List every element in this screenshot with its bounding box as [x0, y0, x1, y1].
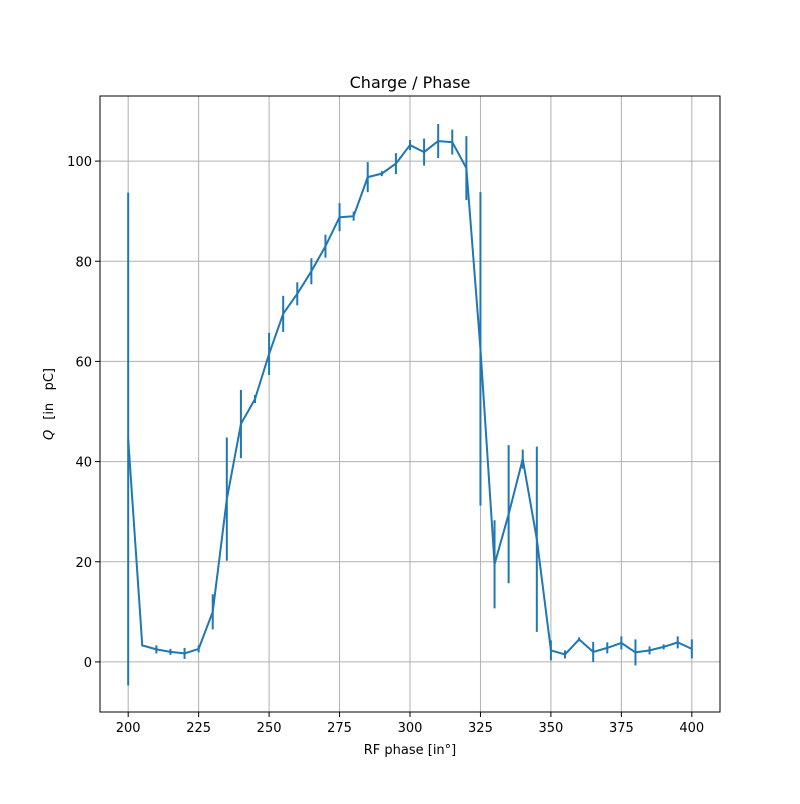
y-axis-symbol: Q — [42, 430, 57, 440]
x-tick-label: 375 — [609, 721, 634, 736]
grid-layer — [100, 96, 720, 712]
x-axis-label: RF phase [in°] — [364, 743, 457, 758]
y-tick-label: 0 — [84, 656, 92, 671]
x-tick-label: 275 — [327, 721, 352, 736]
y-tick-label: 80 — [75, 255, 92, 270]
series-line — [127, 140, 693, 656]
x-tick-label: 350 — [538, 721, 563, 736]
y-tick-label: 20 — [75, 556, 92, 571]
x-tick-label: 200 — [116, 721, 141, 736]
x-tick-label: 325 — [468, 721, 493, 736]
y-axis-unit: [in pC] — [42, 368, 57, 420]
x-tick-label: 400 — [679, 721, 704, 736]
x-tick-label: 250 — [257, 721, 282, 736]
chart-title: Charge / Phase — [350, 73, 471, 92]
y-tick-label: 40 — [75, 456, 92, 471]
y-tick-label: 60 — [75, 355, 92, 370]
y-axis-label: Q [in pC] — [42, 368, 57, 440]
x-tick-label: 225 — [186, 721, 211, 736]
x-tick-label: 300 — [398, 721, 423, 736]
tick-layer: 200 225 250 275 300 325 350 375 400 0 20 40 60 80 100 — [67, 155, 704, 736]
data-layer — [127, 124, 693, 686]
y-tick-label: 100 — [67, 155, 92, 170]
